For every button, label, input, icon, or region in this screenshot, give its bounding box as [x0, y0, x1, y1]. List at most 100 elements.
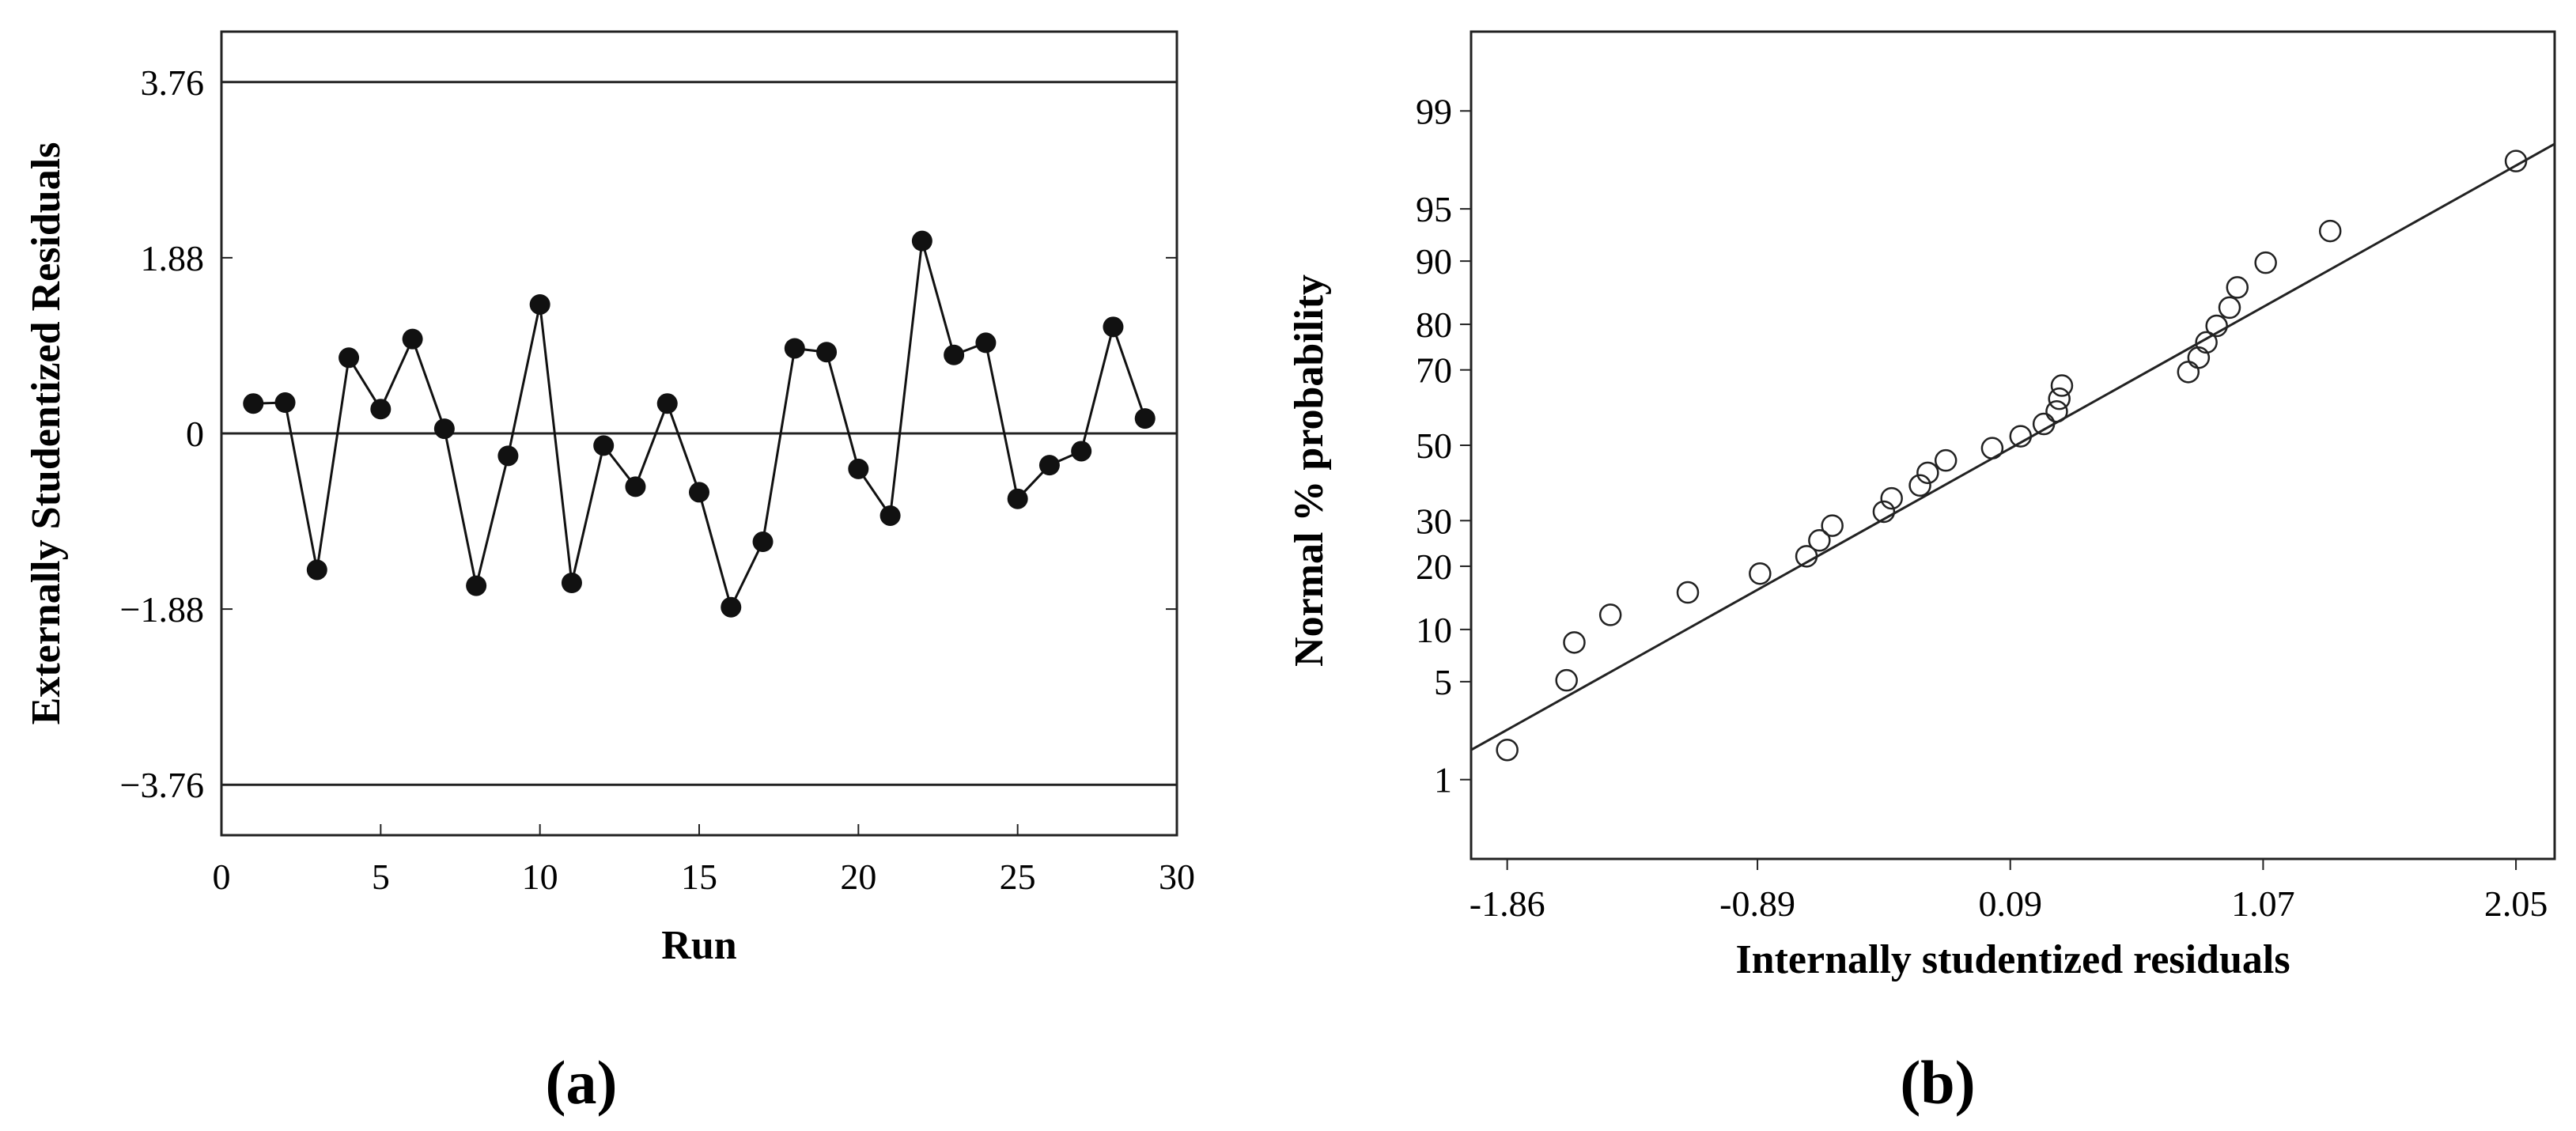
data-point: [1934, 448, 1958, 472]
data-point: [2254, 251, 2277, 274]
panel-a-x-ticks: 0 5 10 15 20 25 30: [213, 824, 1195, 897]
y-tick-label: 90: [1416, 241, 1452, 282]
data-point: [2048, 387, 2071, 410]
data-point: [752, 531, 774, 553]
panel-a-series-line: [253, 240, 1147, 611]
panel-b-fit-line: [1470, 142, 2555, 751]
panel-b-label: (b): [1900, 1048, 1975, 1117]
data-point: [848, 458, 869, 479]
data-point: [1821, 514, 1844, 537]
data-point: [339, 347, 360, 369]
data-point: [1038, 455, 1060, 476]
data-point: [911, 230, 932, 252]
data-point: [721, 596, 742, 618]
y-tick-label: 1: [1434, 760, 1452, 800]
data-point: [1980, 437, 2004, 460]
data-point: [2045, 399, 2068, 423]
data-point: [1563, 631, 1586, 654]
y-tick-label: 1.88: [141, 238, 205, 278]
data-point: [2218, 296, 2241, 320]
panel-a-points: [243, 230, 1156, 618]
data-point: [306, 559, 327, 581]
panel-a-x-axis-title: Run: [661, 923, 736, 968]
x-tick-label: 30: [1159, 857, 1195, 897]
data-point: [2050, 374, 2074, 397]
panel-b-points: [1496, 149, 2528, 762]
x-tick-label: 25: [1000, 857, 1036, 897]
x-tick-label: 20: [840, 857, 876, 897]
x-tick-label: -1.86: [1470, 883, 1545, 924]
panel-b-plot-frame: [1470, 30, 2556, 861]
data-point: [1555, 668, 1578, 692]
data-point: [1880, 486, 1903, 510]
data-point: [689, 482, 709, 503]
data-point: [625, 476, 646, 497]
data-point: [497, 445, 519, 467]
data-point: [1134, 408, 1156, 429]
y-tick-label: 0: [186, 414, 204, 454]
data-point: [2032, 412, 2056, 436]
data-point: [944, 344, 965, 365]
x-tick-label: 5: [372, 857, 390, 897]
panel-b-y-ticks: 1 5 10 20 30 50 70 80 90 95 99: [1416, 91, 1471, 800]
panel-a-reference-lines: [221, 81, 1177, 786]
data-point: [274, 392, 296, 414]
data-point: [1808, 529, 1831, 552]
data-point: [2195, 331, 2218, 354]
data-point: [1916, 461, 1939, 485]
data-point: [1496, 738, 1519, 762]
data-point: [2009, 425, 2033, 448]
data-point: [2187, 346, 2211, 369]
data-point: [1795, 545, 1818, 568]
data-point: [1598, 603, 1622, 626]
data-point: [466, 575, 487, 596]
y-tick-label: 3.76: [141, 62, 205, 103]
data-point: [816, 342, 838, 363]
y-tick-label: −1.88: [120, 589, 204, 630]
data-point: [2226, 276, 2249, 299]
data-point: [2205, 314, 2228, 338]
y-tick-label: 30: [1416, 501, 1452, 541]
panel-a-residuals-vs-run: 0 5 10 15 20 25 30 −3.76 −1.88 0 1.88 3.76 Run Ext…: [24, 30, 1195, 1117]
y-tick-label: 99: [1416, 91, 1452, 131]
x-tick-label: 15: [681, 857, 717, 897]
data-point: [1007, 488, 1028, 509]
panel-b-y-axis-title: Normal % probability: [1287, 274, 1332, 667]
y-tick-label: 5: [1434, 662, 1452, 702]
data-point: [1872, 500, 1896, 524]
panel-a-y-ticks: −3.76 −1.88 0 1.88 3.76: [120, 62, 1177, 805]
y-tick-label: 20: [1416, 547, 1452, 587]
data-point: [529, 293, 550, 315]
data-point: [2318, 219, 2342, 243]
x-tick-label: 0.09: [1978, 883, 2042, 924]
y-tick-label: 50: [1416, 426, 1452, 466]
data-point: [656, 393, 678, 414]
data-point: [1103, 316, 1124, 338]
y-tick-label: 80: [1416, 304, 1452, 345]
panel-b-x-ticks: -1.86 -0.89 0.09 1.07 2.05: [1470, 859, 2548, 924]
panel-a-label: (a): [546, 1048, 618, 1117]
data-point: [879, 505, 901, 526]
data-point: [370, 399, 392, 420]
data-point: [243, 393, 264, 414]
data-point: [2177, 361, 2200, 384]
data-point: [975, 332, 997, 354]
y-tick-label: −3.76: [120, 765, 204, 805]
y-tick-label: 70: [1416, 350, 1452, 391]
panel-b-normal-probability-plot: -1.86 -0.89 0.09 1.07 2.05 1 5 10 20 30 50 70 80 90 9…: [1287, 30, 2556, 1117]
data-point: [1676, 581, 1700, 604]
panel-b-x-axis-title: Internally studentized residuals: [1735, 937, 2290, 982]
data-point: [561, 573, 582, 594]
x-tick-label: -0.89: [1719, 883, 1795, 924]
x-tick-label: 2.05: [2484, 883, 2548, 924]
data-point: [593, 435, 615, 456]
data-point: [1071, 441, 1092, 462]
y-tick-label: 95: [1416, 189, 1452, 229]
data-point: [1749, 562, 1772, 585]
data-point: [784, 338, 805, 359]
data-point: [1908, 474, 1931, 497]
data-point: [433, 418, 455, 440]
x-tick-label: 10: [522, 857, 558, 897]
data-point: [2504, 149, 2528, 172]
